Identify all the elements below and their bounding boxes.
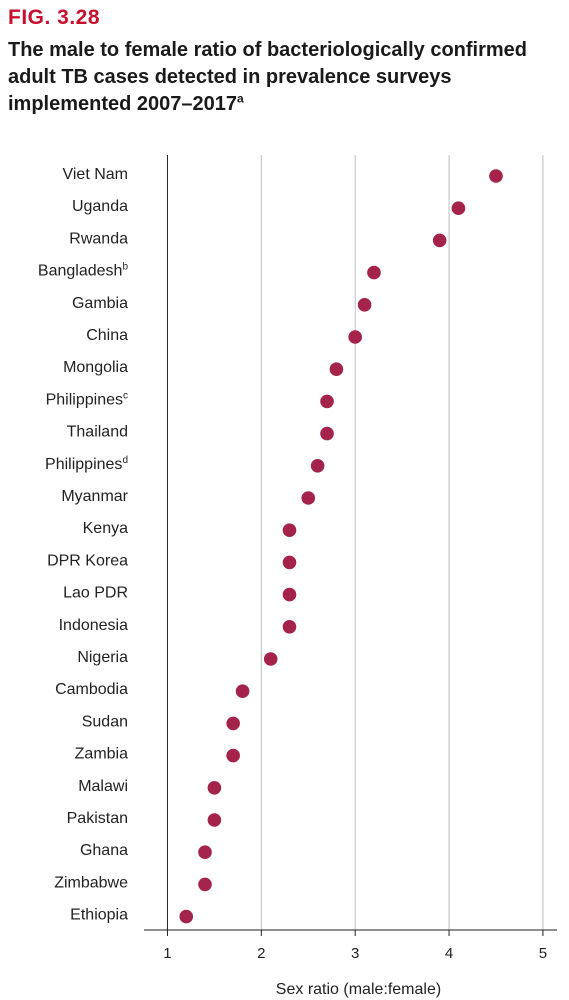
category-label-text: Zimbabwe [54,874,128,891]
category-label-text: Zambia [75,746,128,763]
data-point [282,587,297,602]
category-label-text: Pakistan [67,810,128,827]
data-point [207,781,222,795]
category-label: Uganda [72,198,128,215]
category-label-text: Cambodia [55,681,128,698]
category-label: Myanmar [61,488,128,505]
data-point [329,362,344,377]
data-point [489,169,503,183]
category-label-text: Nigeria [77,649,128,666]
category-label: Bangladeshb [38,262,129,280]
category-label: Ethiopia [70,907,128,924]
category-label-text: Myanmar [61,488,128,505]
category-label-text: Mongolia [63,359,128,376]
category-label-text: Philippines [45,456,122,473]
data-point [451,201,466,215]
data-point [226,716,240,731]
data-point [282,555,297,570]
category-label: Lao PDR [63,585,128,602]
data-point [310,459,325,473]
category-label: Nigeria [77,649,128,666]
data-point [263,652,278,666]
category-label: Ghana [80,842,128,859]
x-axis-ticks: 1 2 3 4 5 [163,930,547,962]
category-labels: Viet Nam Uganda Rwanda Bangladeshb Gambia Chi… [38,166,129,924]
x-tick-label-1: 1 [163,945,171,962]
category-label: Philippinesc [46,390,128,408]
category-label: Indonesia [59,617,128,634]
data-point [179,909,194,924]
data-point [320,426,334,441]
category-label-text: Gambia [72,295,128,312]
category-label: Pakistan [67,810,128,827]
category-label-text: Ethiopia [70,907,128,924]
category-label-text: Rwanda [69,230,128,247]
category-label-note: c [123,390,128,401]
data-point [226,748,240,763]
category-label: Rwanda [69,230,128,247]
x-tick-label-5: 5 [539,945,547,962]
gridlines [260,155,544,930]
figure-label: FIG. 3.28 [8,6,101,29]
category-label: Mongolia [63,359,128,376]
category-label-text: Ghana [80,842,128,859]
category-label: Zimbabwe [54,874,128,891]
category-label: China [86,327,128,344]
category-label-text: Indonesia [59,617,128,634]
data-point [207,813,222,827]
data-point [432,233,447,248]
chart-title: The male to female ratio of bacteriologi… [8,37,563,118]
data-point [301,491,316,505]
category-label: Philippinesd [45,455,128,473]
category-label: Gambia [72,295,128,312]
category-label: Thailand [67,424,128,441]
category-label-text: Uganda [72,198,128,215]
data-point [198,877,212,892]
category-label: DPR Korea [47,552,128,569]
data-point [348,330,362,344]
category-label-text: China [86,327,128,344]
category-label-text: Viet Nam [62,166,128,183]
category-label: Malawi [78,778,128,795]
category-label-text: Lao PDR [63,585,128,602]
x-tick-label-3: 3 [351,945,359,962]
data-point [235,684,250,698]
category-label: Cambodia [55,681,128,698]
data-points [179,169,503,924]
x-axis-title: Sex ratio (male:female) [276,981,441,998]
category-label: Kenya [83,520,128,537]
x-tick-label-2: 2 [257,945,265,962]
axes [144,155,557,931]
category-label: Sudan [82,713,128,730]
category-label-text: DPR Korea [47,552,128,569]
chart-title-text: The male to female ratio of bacteriologi… [8,39,528,115]
data-point [357,298,372,312]
data-point [198,845,212,859]
category-label-text: Philippines [46,391,123,408]
category-label: Zambia [75,746,128,763]
data-point [320,394,334,409]
category-label-note: b [122,262,128,273]
category-label: Viet Nam [62,166,128,183]
category-label-note: d [122,455,128,466]
chart-title-note: a [237,91,244,106]
category-label-text: Bangladesh [38,263,123,280]
category-label-text: Sudan [82,713,128,730]
data-point [282,620,297,634]
x-tick-label-4: 4 [445,945,453,962]
data-point [367,265,381,280]
category-label-text: Thailand [67,424,128,441]
category-label-text: Kenya [83,520,128,537]
category-label-text: Malawi [78,778,128,795]
data-point [282,523,297,537]
